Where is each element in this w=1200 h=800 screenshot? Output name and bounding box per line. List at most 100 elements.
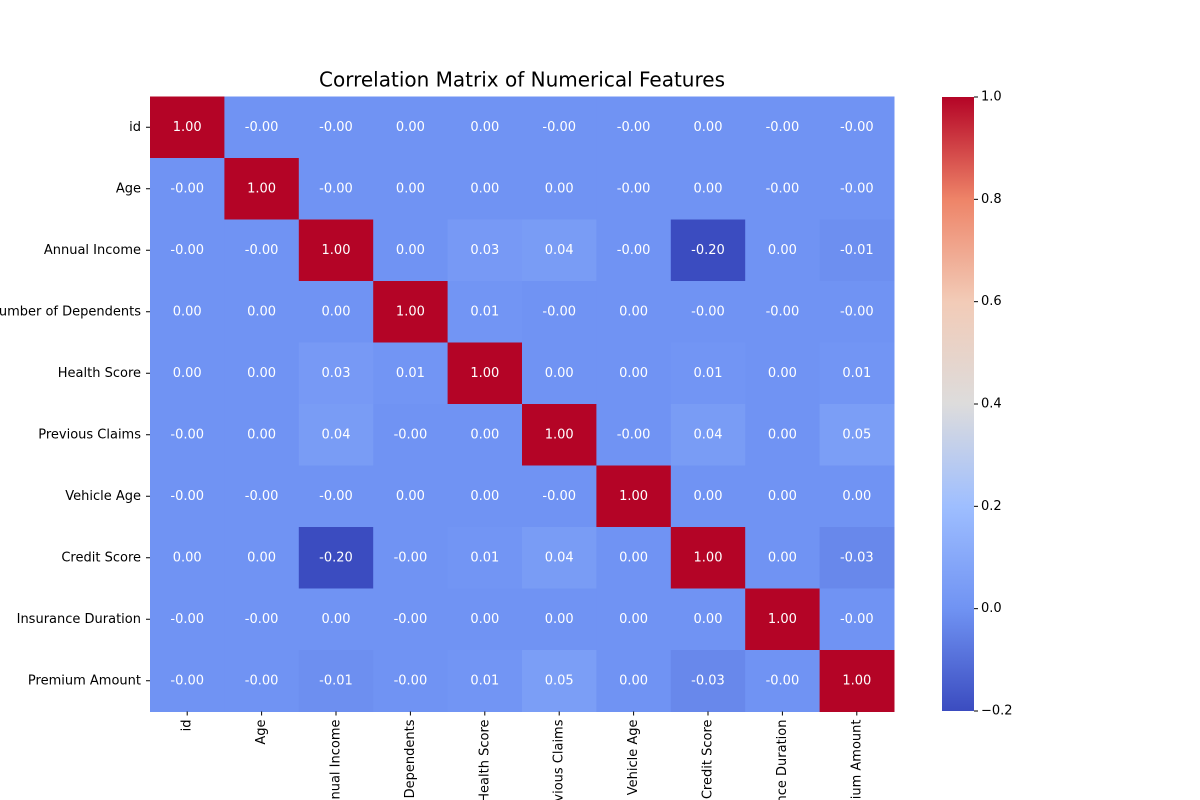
heatmap-cell xyxy=(522,219,597,282)
cell-label: 1.00 xyxy=(396,304,425,319)
y-tick-label: Premium Amount xyxy=(28,673,141,688)
heatmap-cell xyxy=(447,342,523,405)
cell-label: -0.00 xyxy=(766,673,800,688)
heatmap-cell xyxy=(819,96,895,159)
cell-label: 0.01 xyxy=(470,673,499,688)
y-tick-label: Health Score xyxy=(58,366,141,381)
cell-label: 0.00 xyxy=(322,304,351,319)
cell-label: 0.00 xyxy=(173,550,202,565)
cell-label: 0.00 xyxy=(470,427,499,442)
heatmap-cell xyxy=(522,527,597,589)
heatmap-cell xyxy=(819,404,895,466)
heatmap-cell xyxy=(373,588,449,651)
heatmap-cell xyxy=(373,281,449,343)
heatmap-cell xyxy=(522,404,597,466)
heatmap-cell xyxy=(150,219,225,282)
heatmap-cell xyxy=(447,158,523,220)
heatmap-cell xyxy=(596,588,672,651)
heatmap-cell xyxy=(447,219,523,282)
cell-label: 0.04 xyxy=(322,427,351,442)
x-tick-label: Credit Score xyxy=(701,720,716,800)
cell-label: -0.00 xyxy=(394,550,428,565)
heatmap-cell xyxy=(745,404,821,466)
cell-label: 0.00 xyxy=(545,612,574,627)
heatmap-cell xyxy=(150,465,225,528)
cell-label: -0.00 xyxy=(766,120,800,135)
colorbar-tick-label: 1.0 xyxy=(981,90,1002,105)
x-tick-label: id xyxy=(180,720,195,732)
heatmap-cell xyxy=(745,465,821,528)
cell-label: -0.00 xyxy=(170,243,204,258)
cell-label: -0.01 xyxy=(840,243,874,258)
cell-label: 1.00 xyxy=(768,612,797,627)
cell-label: 1.00 xyxy=(470,366,499,381)
heatmap-cell xyxy=(522,96,597,159)
heatmap-cell xyxy=(298,404,374,466)
cell-label: -0.00 xyxy=(840,612,874,627)
cell-label: 0.00 xyxy=(396,489,425,504)
cell-label: 0.04 xyxy=(545,550,574,565)
cell-label: -0.00 xyxy=(617,181,651,196)
x-tick-label: Previous Claims xyxy=(552,719,567,800)
cell-label: -0.00 xyxy=(766,304,800,319)
heatmap-cell xyxy=(670,650,746,712)
heatmap-cell xyxy=(224,588,300,651)
heatmap-cell xyxy=(224,465,300,528)
cell-label: 0.01 xyxy=(470,550,499,565)
heatmap-cell xyxy=(522,281,597,343)
cell-label: 0.00 xyxy=(694,612,723,627)
cell-label: 1.00 xyxy=(619,489,648,504)
heatmap-cell xyxy=(596,404,672,466)
cell-label: -0.00 xyxy=(245,120,279,135)
heatmap-cell xyxy=(447,404,523,466)
colorbar-tick-label: 0.0 xyxy=(981,601,1002,616)
cell-label: 0.04 xyxy=(694,427,723,442)
heatmap-cell xyxy=(224,527,300,589)
heatmap-cell xyxy=(298,588,374,651)
y-tick-label: Number of Dependents xyxy=(0,304,141,319)
cell-label: 0.05 xyxy=(545,673,574,688)
heatmap-cell xyxy=(670,158,746,220)
cell-label: -0.00 xyxy=(542,489,576,504)
cell-label: 0.00 xyxy=(768,550,797,565)
heatmap-cell xyxy=(670,588,746,651)
heatmap-cell xyxy=(298,281,374,343)
x-tick-label: Premium Amount xyxy=(849,720,864,800)
x-tick-label: Vehicle Age xyxy=(626,719,641,795)
heatmap-cell xyxy=(373,465,449,528)
cell-label: -0.00 xyxy=(319,120,353,135)
cell-label: -0.00 xyxy=(617,427,651,442)
cell-label: 0.00 xyxy=(619,673,648,688)
cell-label: 0.00 xyxy=(619,366,648,381)
cell-label: -0.00 xyxy=(542,120,576,135)
cell-label: 0.00 xyxy=(619,612,648,627)
x-tick-label: Health Score xyxy=(477,720,492,800)
heatmap-cell xyxy=(298,650,374,712)
heatmap-cell xyxy=(373,404,449,466)
cell-label: 0.00 xyxy=(842,489,871,504)
cell-label: 0.01 xyxy=(694,366,723,381)
colorbar xyxy=(942,97,974,711)
heatmap-cell xyxy=(819,588,895,651)
heatmap-cell xyxy=(298,158,374,220)
cell-label: 1.00 xyxy=(173,120,202,135)
cell-label: -0.00 xyxy=(840,304,874,319)
heatmap-cell xyxy=(819,465,895,528)
cell-label: 0.00 xyxy=(470,181,499,196)
cell-label: 0.00 xyxy=(768,366,797,381)
cell-label: 0.03 xyxy=(470,243,499,258)
heatmap-cell xyxy=(596,158,672,220)
heatmap-cell xyxy=(447,527,523,589)
heatmap-cell xyxy=(522,158,597,220)
heatmap-cell xyxy=(224,219,300,282)
cell-label: -0.00 xyxy=(394,673,428,688)
cell-label: -0.00 xyxy=(617,243,651,258)
cell-label: -0.00 xyxy=(170,427,204,442)
heatmap-cell xyxy=(745,650,821,712)
cell-label: 0.01 xyxy=(470,304,499,319)
heatmap-cell xyxy=(150,404,225,466)
cell-label: 0.00 xyxy=(396,243,425,258)
x-tick-label: Number of Dependents xyxy=(403,719,418,800)
cell-label: -0.00 xyxy=(542,304,576,319)
